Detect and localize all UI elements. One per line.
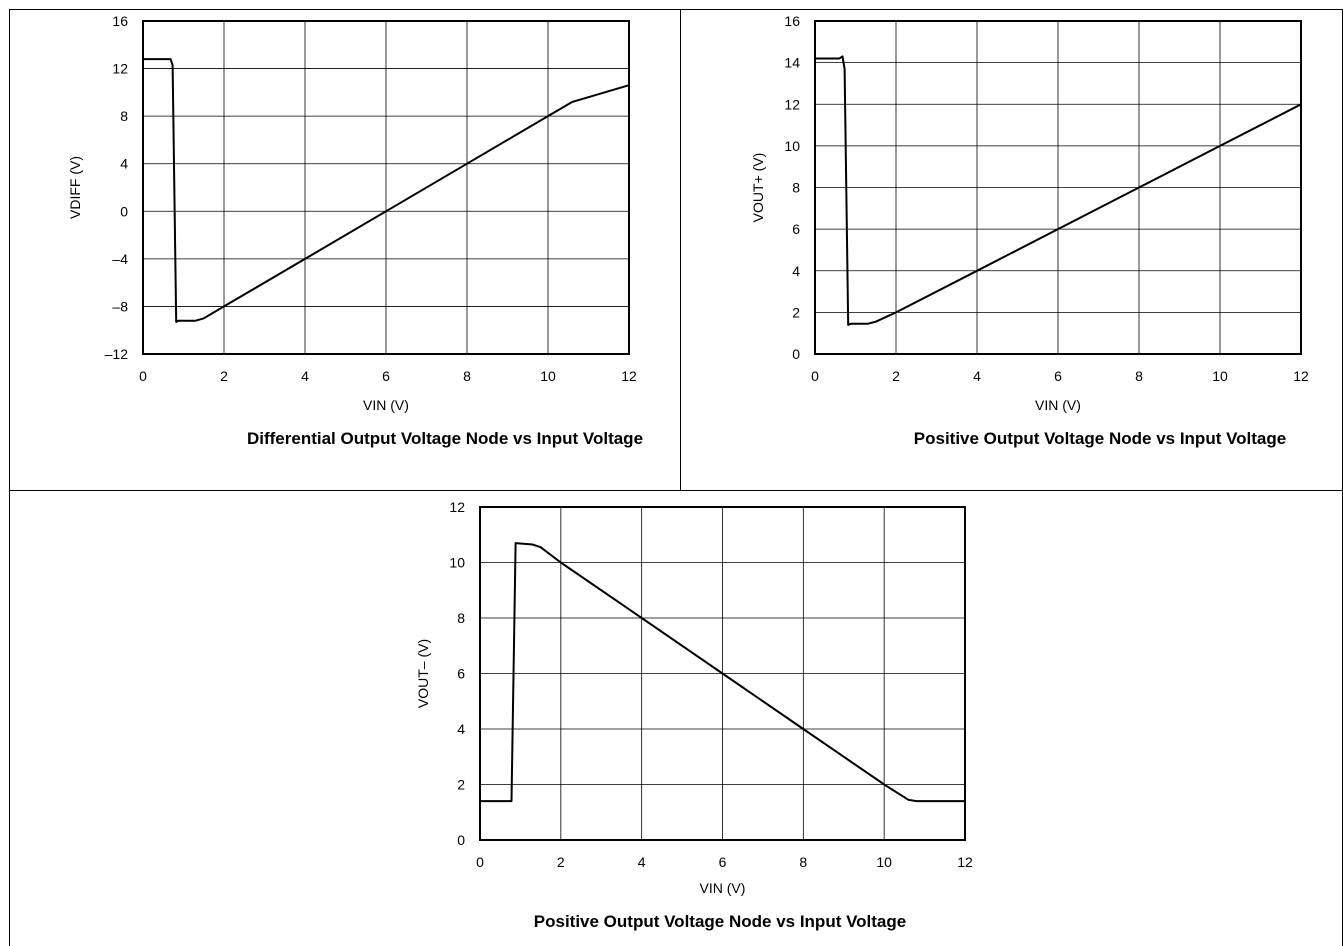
y-tick-label: 2 (792, 304, 800, 320)
x-axis-label: VIN (V) (700, 880, 746, 896)
y-tick-label: 4 (792, 263, 800, 279)
plot-frame (479, 506, 966, 841)
x-tick-label: 2 (220, 368, 228, 384)
y-tick-label: 4 (120, 156, 128, 172)
series-line (815, 55, 1302, 326)
y-tick-label: 2 (457, 777, 465, 793)
y-axis-label: VOUT+ (V) (750, 153, 766, 223)
y-tick-label: 8 (457, 610, 465, 626)
series-line (143, 58, 630, 323)
plot-frame (142, 20, 630, 355)
x-tick-label: 4 (973, 368, 981, 384)
y-tick-label: 16 (784, 13, 800, 29)
x-tick-label: 2 (557, 854, 565, 870)
y-tick-label: 0 (792, 346, 800, 362)
x-tick-label: 10 (540, 368, 556, 384)
y-tick-label: 10 (449, 555, 465, 571)
x-tick-label: 4 (638, 854, 646, 870)
x-tick-label: 10 (1212, 368, 1228, 384)
series-line (480, 542, 965, 803)
y-tick-label: 12 (449, 499, 465, 515)
x-tick-label: 6 (382, 368, 390, 384)
y-tick-label: –8 (112, 298, 128, 314)
chart-title: Positive Output Voltage Node vs Input Vo… (533, 912, 907, 931)
plot-frame (814, 20, 1302, 355)
x-tick-label: 4 (301, 368, 309, 384)
x-axis-label: VIN (V) (1035, 397, 1081, 413)
x-axis-label: VIN (V) (363, 397, 409, 413)
y-tick-label: 0 (457, 832, 465, 848)
y-axis-label: VOUT– (V) (415, 639, 431, 708)
x-tick-label: 12 (1293, 368, 1309, 384)
x-tick-label: 0 (476, 854, 484, 870)
y-tick-label: 8 (792, 180, 800, 196)
x-tick-label: 12 (957, 854, 973, 870)
y-tick-label: –12 (105, 346, 129, 362)
x-tick-label: 0 (139, 368, 147, 384)
x-tick-label: 2 (892, 368, 900, 384)
x-tick-label: 6 (719, 854, 727, 870)
x-tick-label: 12 (621, 368, 637, 384)
y-tick-label: 12 (784, 96, 800, 112)
y-tick-label: 4 (457, 721, 465, 737)
y-tick-label: 10 (784, 138, 800, 154)
y-axis-label: VDIFF (V) (67, 156, 83, 219)
chart-title: Positive Output Voltage Node vs Input Vo… (913, 429, 1287, 448)
y-tick-label: 6 (792, 221, 800, 237)
y-tick-label: 0 (120, 203, 128, 219)
y-tick-label: 8 (120, 108, 128, 124)
x-tick-label: 8 (1135, 368, 1143, 384)
x-tick-label: 8 (799, 854, 807, 870)
x-tick-label: 10 (876, 854, 892, 870)
y-tick-label: 16 (112, 13, 128, 29)
x-tick-label: 0 (811, 368, 819, 384)
x-tick-label: 8 (463, 368, 471, 384)
y-tick-label: 6 (457, 666, 465, 682)
chart-title: Differential Output Voltage Node vs Inpu… (246, 429, 644, 448)
x-tick-label: 6 (1054, 368, 1062, 384)
y-tick-label: 14 (784, 55, 800, 71)
y-tick-label: –4 (112, 251, 128, 267)
y-tick-label: 12 (112, 61, 128, 77)
